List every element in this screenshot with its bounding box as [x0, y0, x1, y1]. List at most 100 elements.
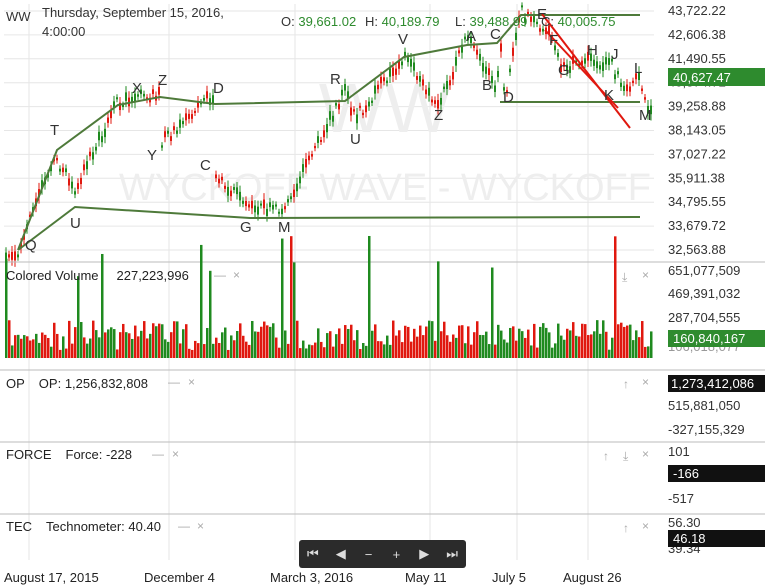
volume-bar [647, 346, 650, 358]
zoom-out-icon[interactable]: − [364, 546, 373, 562]
force-last-value: -166 [673, 466, 699, 481]
volume-bar [251, 320, 254, 358]
volume-bar [488, 344, 491, 358]
price-candle [602, 62, 604, 71]
volume-bar [98, 337, 101, 358]
price-candle [563, 62, 565, 67]
tec-drag-handle[interactable]: — [178, 519, 190, 533]
price-candle [491, 76, 493, 84]
price-candle [110, 110, 112, 119]
price-candle [326, 124, 328, 133]
zoom-in-icon[interactable]: + [392, 546, 401, 562]
volume-bar [410, 341, 413, 358]
volume-bar [452, 334, 455, 358]
price-candle [356, 114, 358, 124]
volume-bar [317, 328, 320, 358]
price-candle [344, 84, 346, 91]
wave-point-label: H [587, 42, 598, 59]
tec-up-icon[interactable]: ↑ [623, 521, 629, 535]
volume-y-tick: 651,077,509 [668, 263, 740, 278]
volume-bar [149, 333, 152, 358]
volume-bar [59, 349, 62, 358]
price-last-value-box [668, 68, 765, 86]
wyckoff-trend-line [17, 205, 641, 251]
price-candle [605, 57, 607, 65]
scroll-first-icon[interactable]: ⏮ [307, 546, 319, 561]
wave-point-label: Z [158, 72, 167, 89]
force-move-icon[interactable]: ⤓ [623, 449, 629, 463]
volume-bar [41, 332, 44, 358]
price-candle [611, 58, 613, 62]
tec-remove-icon[interactable]: × [642, 519, 650, 533]
price-candle [29, 214, 31, 218]
scroll-back-icon[interactable]: ◀ [335, 546, 346, 561]
ohlc-high: H: 40,189.79 [365, 14, 440, 29]
volume-close-icon[interactable]: × [233, 268, 241, 282]
price-candle [593, 59, 595, 66]
volume-bar [203, 344, 206, 358]
price-candle [122, 104, 124, 108]
force-drag-handle[interactable]: — [152, 447, 164, 461]
volume-bar [212, 343, 215, 358]
scroll-forward-icon[interactable]: ▶ [419, 546, 430, 561]
force-remove-icon[interactable]: × [642, 447, 650, 461]
price-candle [101, 136, 103, 143]
volume-bar [182, 329, 185, 358]
price-candle [350, 107, 352, 116]
volume-drag-handle[interactable]: — [214, 268, 226, 282]
volume-bar [575, 335, 578, 358]
volume-remove-icon[interactable]: × [642, 268, 650, 282]
op-drag-handle[interactable]: — [168, 375, 180, 389]
price-candle [185, 113, 187, 121]
op-up-icon[interactable]: ↑ [623, 377, 629, 391]
price-candle [386, 80, 388, 84]
wave-point-label: J [611, 46, 619, 63]
volume-bar [269, 326, 272, 358]
volume-bar [23, 335, 26, 358]
volume-bar [248, 344, 251, 358]
volume-bar [239, 323, 242, 358]
price-candle [89, 151, 91, 157]
price-candle [371, 100, 373, 103]
price-candle [533, 16, 535, 23]
volume-move-icon[interactable]: ⤓ [622, 270, 628, 284]
volume-bar [29, 340, 32, 358]
price-candle [377, 84, 379, 90]
x-tick-label: May 11 [405, 570, 447, 585]
op-remove-icon[interactable]: × [642, 375, 650, 389]
downtrend-channel-lower [544, 29, 619, 109]
force-up-icon[interactable]: ↑ [603, 449, 609, 463]
force-close-icon[interactable]: × [172, 447, 180, 461]
volume-bar [449, 341, 452, 358]
wave-point-label: M [278, 219, 291, 236]
price-candle [182, 121, 184, 125]
price-candle [314, 145, 316, 149]
x-tick-label: July 5 [492, 570, 526, 585]
price-candle [206, 91, 208, 99]
scroll-last-icon[interactable]: ⏭ [446, 546, 458, 561]
price-candle [113, 101, 115, 109]
volume-bar [497, 324, 500, 358]
op-close-icon[interactable]: × [188, 375, 196, 389]
price-y-tick: 33,679.72 [668, 218, 726, 233]
price-candle [269, 202, 271, 208]
tec-close-icon[interactable]: × [197, 519, 205, 533]
price-candle [68, 178, 70, 186]
price-candle [380, 76, 382, 84]
price-candle [440, 97, 442, 105]
volume-bar [326, 333, 329, 358]
volume-bar [491, 267, 494, 358]
price-candle [170, 136, 172, 141]
price-candle [311, 154, 313, 157]
price-candle [542, 28, 544, 32]
volume-bar [515, 340, 518, 358]
volume-bar [341, 343, 344, 358]
wave-point-label: Q [25, 237, 37, 254]
price-candle [131, 96, 133, 103]
volume-bar [155, 326, 158, 358]
volume-bar [122, 323, 125, 358]
volume-bar [503, 339, 506, 358]
price-candle [503, 87, 505, 91]
